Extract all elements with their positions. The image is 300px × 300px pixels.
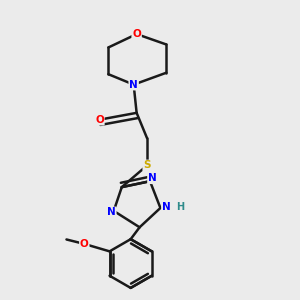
Text: O: O — [95, 115, 104, 125]
Text: S: S — [143, 160, 151, 170]
Text: O: O — [132, 29, 141, 39]
Text: N: N — [148, 173, 157, 183]
Text: O: O — [80, 239, 89, 249]
Text: N: N — [129, 80, 138, 90]
Text: N: N — [162, 202, 171, 212]
Text: H: H — [176, 202, 184, 212]
Text: N: N — [107, 207, 116, 218]
